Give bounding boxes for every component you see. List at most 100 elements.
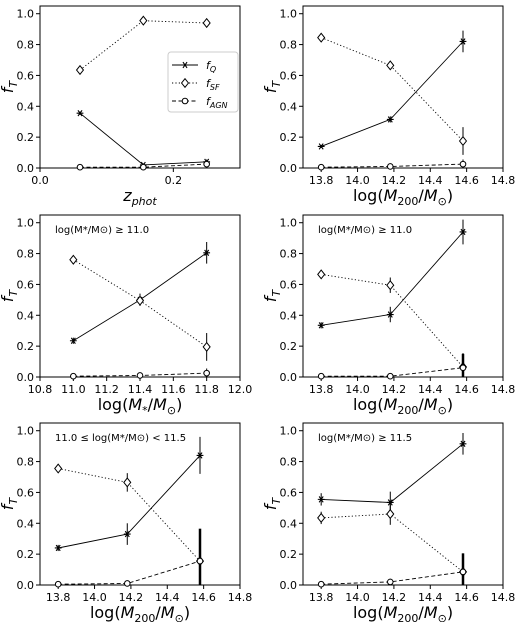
y-tick-label: 0.6 — [17, 69, 35, 82]
data-point — [458, 135, 468, 147]
data-point — [54, 580, 62, 588]
legend-label: fQ — [206, 59, 216, 74]
data-point — [76, 163, 84, 171]
y-tick-label: 0.0 — [17, 579, 35, 592]
series-line — [80, 163, 207, 168]
panel-annotation: log(M*/M⊙) ≥ 11.0 — [318, 225, 412, 236]
data-point — [70, 372, 77, 380]
panel-6: 0.0 0.2 0.4 0.6 0.8 1.0 13.8 14.0 14.2 14.4 14.6 14… — [261, 422, 515, 622]
x-tick-label: 14.0 — [82, 591, 107, 604]
series-diamond — [317, 269, 468, 377]
series-line — [321, 231, 464, 326]
data-point — [317, 580, 325, 588]
data-point — [76, 110, 84, 117]
data-point — [135, 295, 145, 306]
data-point — [459, 364, 467, 372]
x-axis-label: log(M*/M⊙) — [98, 395, 183, 417]
y-axis-label: fT — [0, 80, 20, 94]
series-star — [317, 30, 467, 150]
series-diamond — [75, 15, 211, 76]
y-axis-label: fT — [261, 80, 283, 94]
y-tick-label: 0.8 — [280, 39, 298, 52]
x-tick-label: 14.6 — [454, 174, 479, 187]
y-tick-label: 0.2 — [280, 548, 298, 561]
data-point — [317, 269, 326, 280]
data-point — [317, 32, 326, 43]
data-point — [139, 15, 148, 26]
x-tick-label: 14.8 — [228, 591, 253, 604]
x-tick-label: 14.8 — [491, 383, 516, 396]
series-line — [321, 37, 464, 142]
y-tick-label: 0.6 — [17, 486, 35, 499]
x-tick-label: 10.8 — [28, 383, 53, 396]
axes-frame — [302, 5, 504, 169]
data-point — [459, 38, 467, 45]
x-tick-label: 14.2 — [119, 591, 144, 604]
axes-frame — [302, 422, 504, 586]
y-tick-label: 0.2 — [280, 131, 298, 144]
data-point — [386, 578, 394, 586]
x-tick-label: 14.0 — [345, 174, 370, 187]
data-point — [75, 64, 85, 76]
y-tick-label: 0.6 — [280, 278, 298, 291]
y-tick-label: 0.6 — [17, 278, 35, 291]
data-point — [386, 372, 394, 380]
y-tick-label: 0.2 — [17, 131, 35, 144]
data-point — [123, 580, 131, 587]
x-tick-label: 11.4 — [128, 383, 153, 396]
x-tick-label: 11.6 — [161, 383, 186, 396]
x-axis-label: log(M200/M⊙) — [353, 395, 453, 417]
data-point — [69, 254, 78, 265]
x-tick-label: 11.8 — [194, 383, 219, 396]
series-line — [321, 273, 464, 368]
series-line — [79, 20, 207, 71]
x-tick-label: 14.0 — [345, 383, 370, 396]
x-tick-label: 11.0 — [61, 383, 86, 396]
data-point — [202, 341, 211, 353]
axes-frame — [39, 422, 241, 586]
data-point — [196, 557, 204, 565]
data-point — [317, 512, 326, 523]
x-axis-label: log(M200/M⊙) — [353, 186, 453, 208]
y-tick-label: 0.0 — [17, 162, 35, 175]
series-line — [321, 367, 464, 377]
series-circle — [70, 368, 210, 380]
y-tick-label: 0.2 — [280, 340, 298, 353]
data-point — [386, 116, 394, 123]
data-point — [140, 163, 147, 171]
x-tick-label: 14.4 — [155, 591, 180, 604]
y-tick-label: 0.8 — [17, 39, 35, 52]
x-tick-label: 14.0 — [345, 591, 370, 604]
x-tick-label: 13.8 — [46, 591, 71, 604]
legend-frame — [167, 51, 239, 113]
y-tick-label: 1.0 — [17, 217, 35, 230]
y-tick-label: 0.6 — [280, 69, 298, 82]
series-star — [317, 433, 467, 514]
series-line — [321, 571, 464, 585]
y-tick-label: 1.0 — [280, 425, 298, 438]
panel-4: 0.0 0.2 0.4 0.6 0.8 1.0 13.8 14.0 14.2 14.4 14.6 14… — [261, 214, 516, 417]
data-point — [386, 499, 394, 506]
data-point — [459, 228, 467, 236]
series-line — [58, 560, 201, 585]
x-tick-label: 11.2 — [94, 383, 119, 396]
y-axis-label: fT — [261, 289, 283, 303]
x-axis-label: zphot — [122, 186, 157, 208]
y-tick-label: 0.2 — [17, 548, 35, 561]
data-point — [317, 143, 325, 150]
x-tick-label: 13.8 — [309, 591, 334, 604]
data-point — [202, 17, 211, 29]
y-tick-label: 1.0 — [17, 425, 35, 438]
legend-marker — [181, 61, 189, 69]
x-tick-label: 12.0 — [228, 383, 253, 396]
y-axis-label: fT — [0, 289, 20, 303]
data-point — [54, 463, 63, 474]
series-circle — [54, 528, 204, 588]
x-axis-label: log(M200/M⊙) — [353, 603, 453, 622]
y-tick-label: 0.4 — [17, 309, 35, 322]
y-tick-label: 0.8 — [280, 248, 298, 261]
series-line — [79, 112, 207, 166]
panel-1: 0.0 0.2 0.4 0.6 0.8 1.0 0.0 0.2 fT zphot fQ fSF fAGN — [0, 5, 241, 208]
y-tick-label: 0.8 — [17, 248, 35, 261]
